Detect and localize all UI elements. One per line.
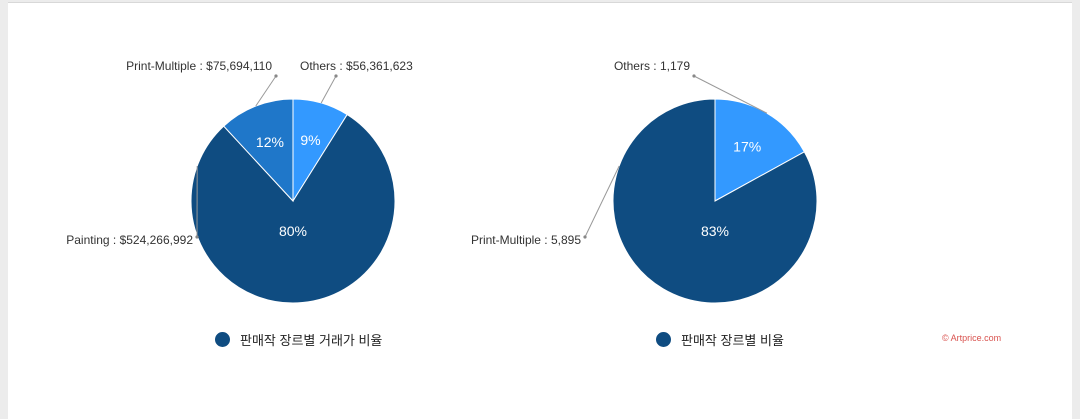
leader-line-others — [321, 76, 336, 103]
leader-dot-painting — [195, 235, 198, 238]
pie-chart-sales-count: 17% 83% Print-Multiple : 5,895 Others : 1,1… — [471, 59, 817, 303]
pie-percent-label-others: 17% — [733, 139, 761, 155]
slice-label-print-multiple: Print-Multiple : 5,895 — [471, 233, 581, 247]
pie-percent-label-painting: 80% — [279, 223, 307, 239]
pie-percent-label-others: 9% — [300, 132, 320, 148]
legend-sales-count[interactable]: 판매작 장르별 비율 — [656, 330, 784, 349]
slice-label-others: Others : $56,361,623 — [300, 59, 413, 73]
artprice-watermark: © Artprice.com — [942, 333, 1001, 343]
leader-dot-others — [334, 74, 337, 77]
slice-label-print-multiple: Print-Multiple : $75,694,110 — [126, 59, 272, 73]
legend-label: 판매작 장르별 거래가 비율 — [240, 330, 382, 349]
legend-marker-icon — [215, 332, 230, 347]
pie-percent-label-print-multiple: 83% — [701, 223, 729, 239]
leader-dot-print-multiple — [583, 235, 586, 238]
leader-dot-others — [692, 74, 695, 77]
pie-chart-sales-value: 9% 80% 12% Painting : $524,266,992 Print-Mul… — [66, 59, 413, 303]
legend-label: 판매작 장르별 비율 — [681, 330, 784, 349]
pie-percent-label-print-multiple: 12% — [256, 134, 284, 150]
slice-label-others: Others : 1,179 — [614, 59, 690, 73]
legend-marker-icon — [656, 332, 671, 347]
slice-label-painting: Painting : $524,266,992 — [66, 233, 193, 247]
legend-sales-value[interactable]: 판매작 장르별 거래가 비율 — [215, 330, 382, 349]
leader-dot-print-multiple — [274, 74, 277, 77]
